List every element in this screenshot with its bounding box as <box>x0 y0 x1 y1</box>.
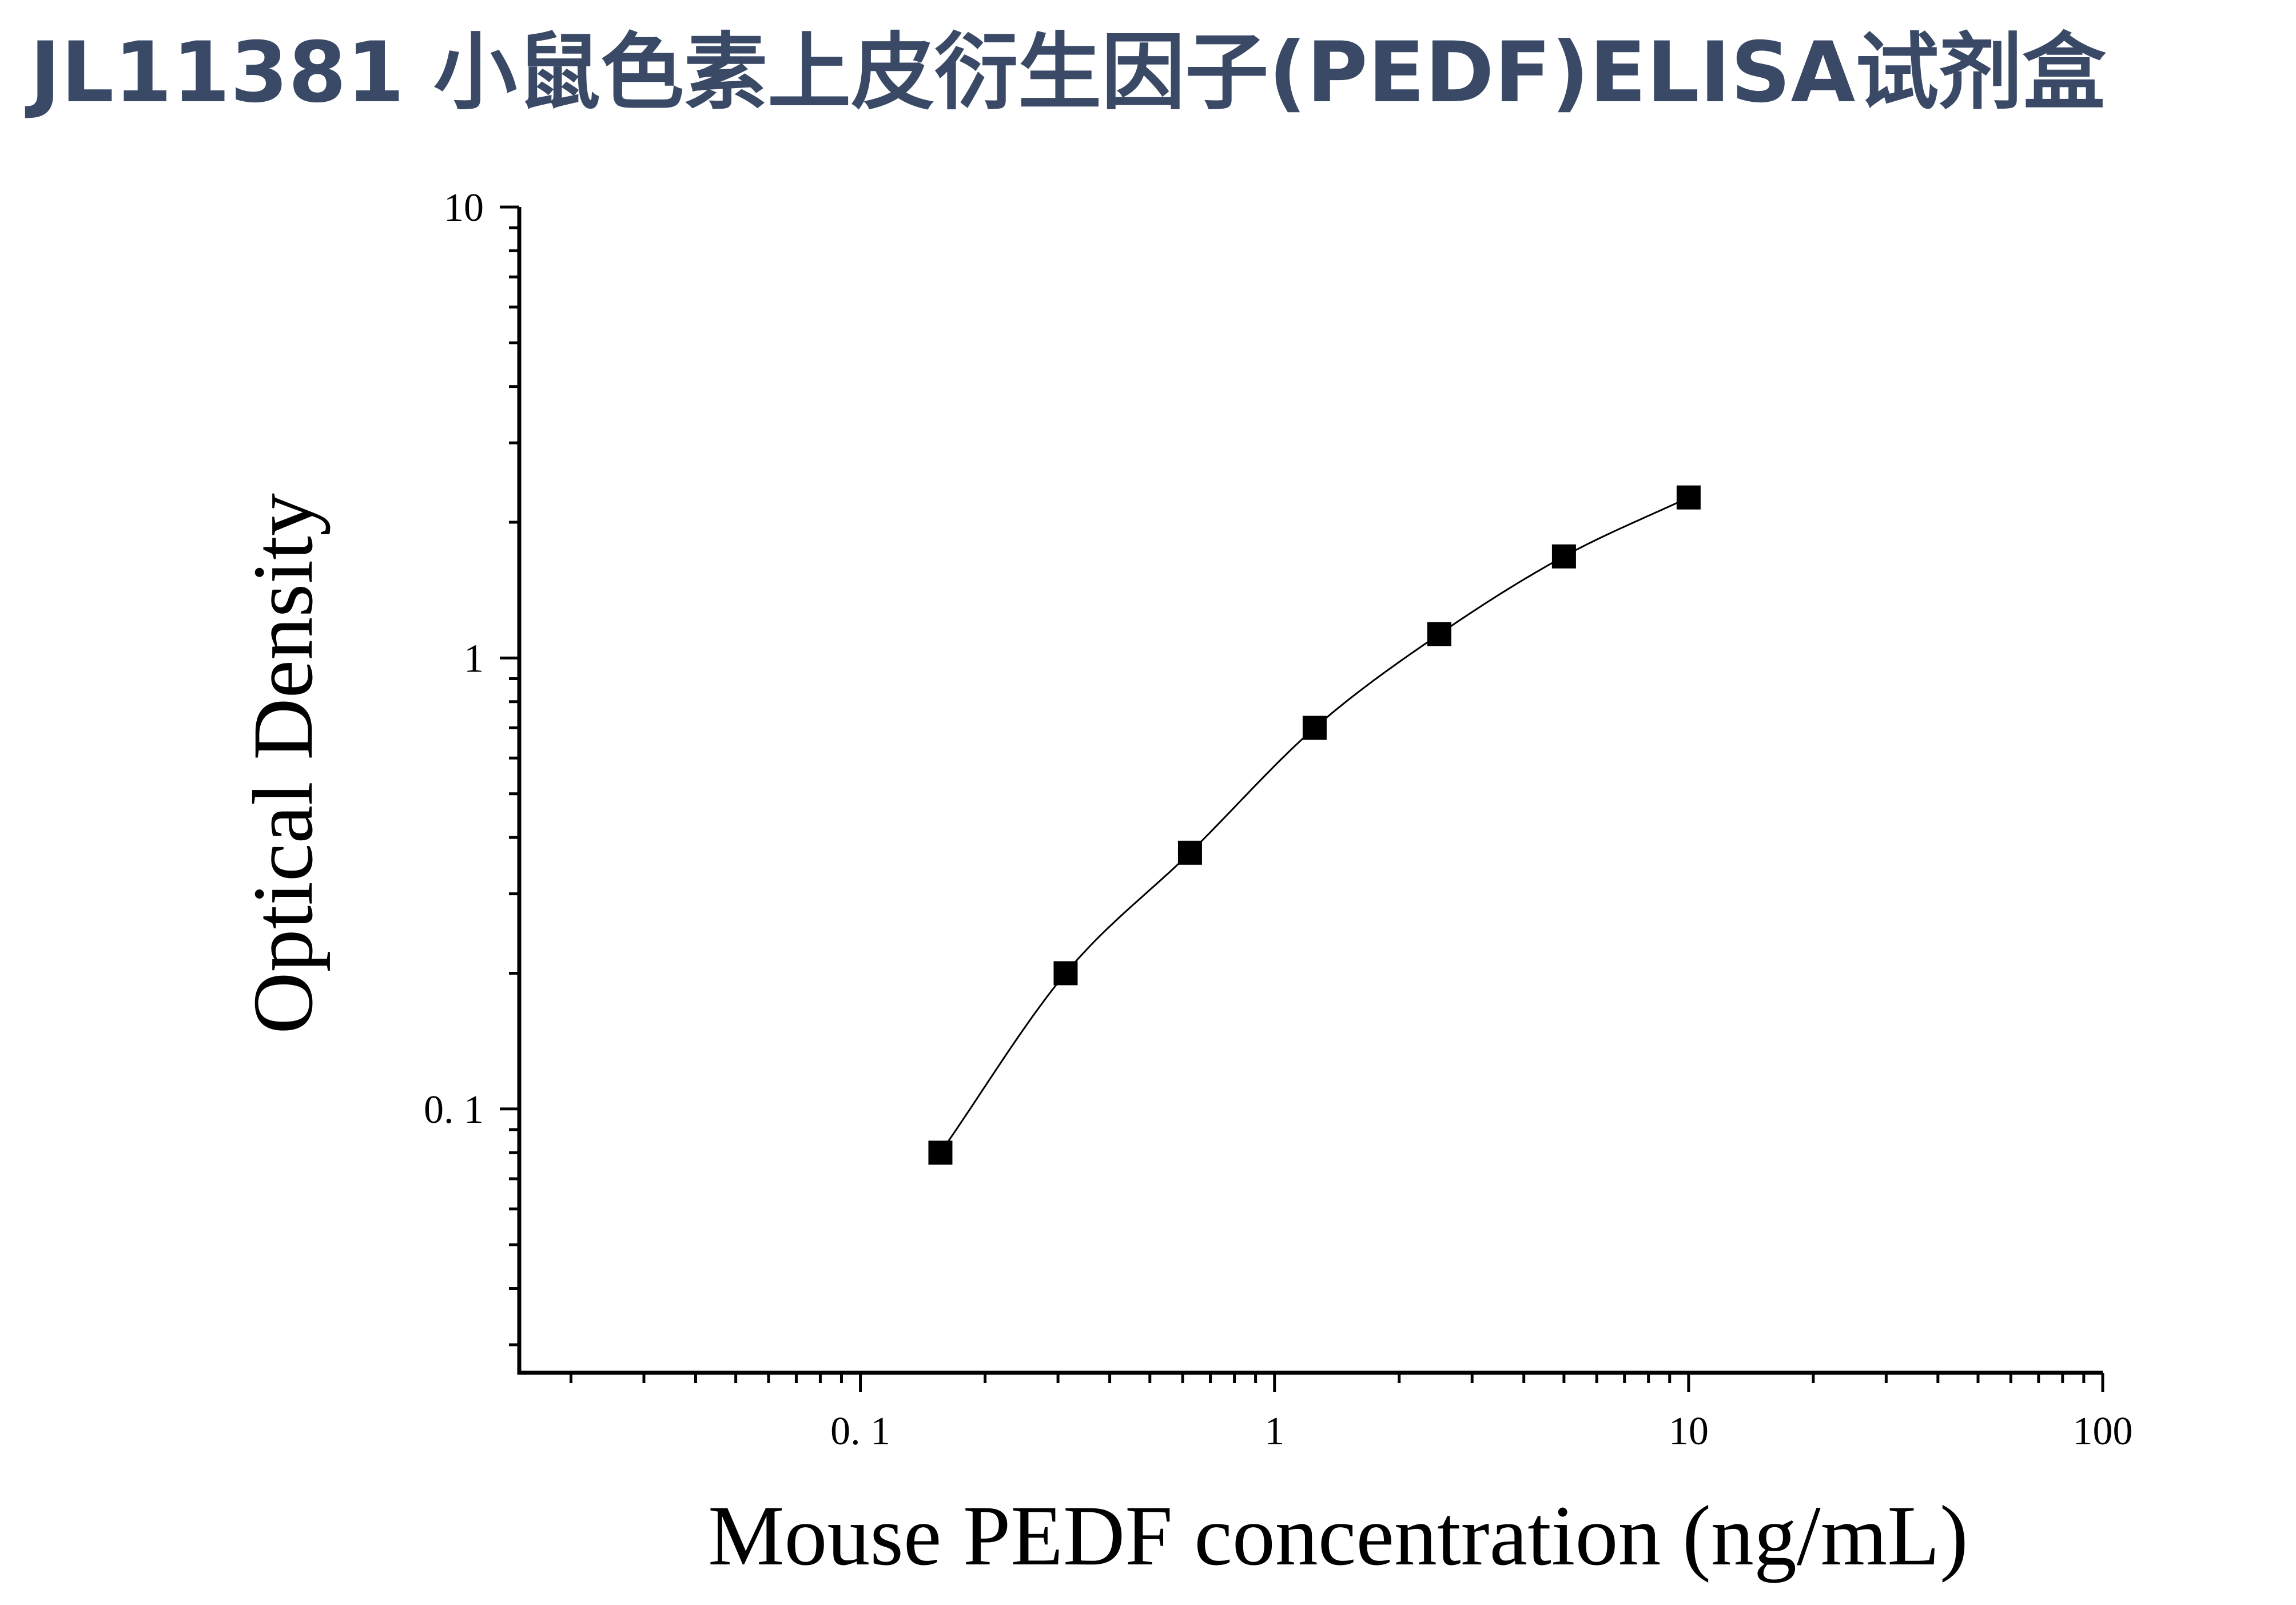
y-tick-label: 0. 1 <box>424 1088 484 1132</box>
data-point <box>1302 716 1327 740</box>
x-tick-label: 10 <box>1669 1409 1709 1453</box>
data-point <box>1676 485 1701 510</box>
page-title: JL11381 小鼠色素上皮衍生因子(PEDF)ELISA试剂盒 <box>30 24 2106 121</box>
data-point <box>1053 961 1078 986</box>
data-point <box>1177 840 1202 865</box>
data-point <box>1551 544 1576 569</box>
y-tick-label: 10 <box>444 186 484 230</box>
x-tick-label: 0. 1 <box>830 1409 890 1453</box>
x-tick-label: 100 <box>2073 1409 2133 1453</box>
x-tick-label: 1 <box>1264 1409 1284 1453</box>
x-axis-title: Mouse PEDF concentration (ng/mL) <box>708 1488 1968 1583</box>
fit-curve-line <box>940 496 1689 1154</box>
data-point <box>1427 622 1451 646</box>
y-tick-label: 1 <box>464 637 484 681</box>
data-point <box>928 1141 953 1165</box>
y-axis-title: Optical Density <box>236 493 331 1034</box>
fit-curve-layer <box>940 496 1689 1154</box>
chart-axes: 0. 1 1 10 100 0. 1 1 10 <box>424 186 2133 1453</box>
data-points-layer <box>928 485 1701 1165</box>
